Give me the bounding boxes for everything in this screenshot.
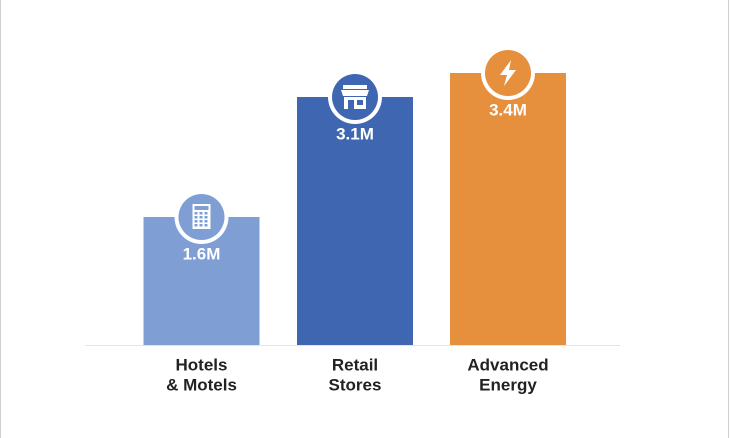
- icon-shape: [343, 85, 367, 89]
- bar: [297, 97, 413, 345]
- icon-shape: [199, 212, 203, 215]
- icon-shape: [194, 216, 198, 219]
- icon-shape: [199, 224, 203, 227]
- x-tick-label: Advanced: [467, 355, 548, 374]
- bar-icon: [174, 190, 229, 244]
- bar: [450, 73, 566, 345]
- icon-shape: [341, 90, 369, 96]
- icon-shape: [194, 220, 198, 223]
- bar-icon: [481, 46, 535, 100]
- value-label: 3.4M: [489, 100, 527, 119]
- icon-shape: [199, 216, 203, 219]
- value-label: 1.6M: [183, 244, 221, 263]
- icon-shape: [204, 216, 208, 219]
- icon-shape: [194, 206, 209, 210]
- x-tick-label: Hotels: [176, 355, 228, 374]
- x-tick-label: Stores: [329, 375, 382, 394]
- x-tick-label: Energy: [479, 375, 537, 394]
- x-tick-label: & Motels: [166, 375, 237, 394]
- icon-shape: [194, 224, 198, 227]
- icon-shape: [348, 100, 354, 109]
- icon-shape: [204, 212, 208, 215]
- icon-shape: [199, 220, 203, 223]
- icon-shape: [204, 220, 208, 223]
- x-tick-label: Retail: [332, 355, 378, 374]
- icon-shape: [204, 224, 208, 227]
- bar-icon: [328, 70, 382, 124]
- icon-shape: [357, 100, 363, 105]
- icon-shape: [194, 212, 198, 215]
- icon-shape: [500, 60, 516, 86]
- value-label: 3.1M: [336, 124, 374, 143]
